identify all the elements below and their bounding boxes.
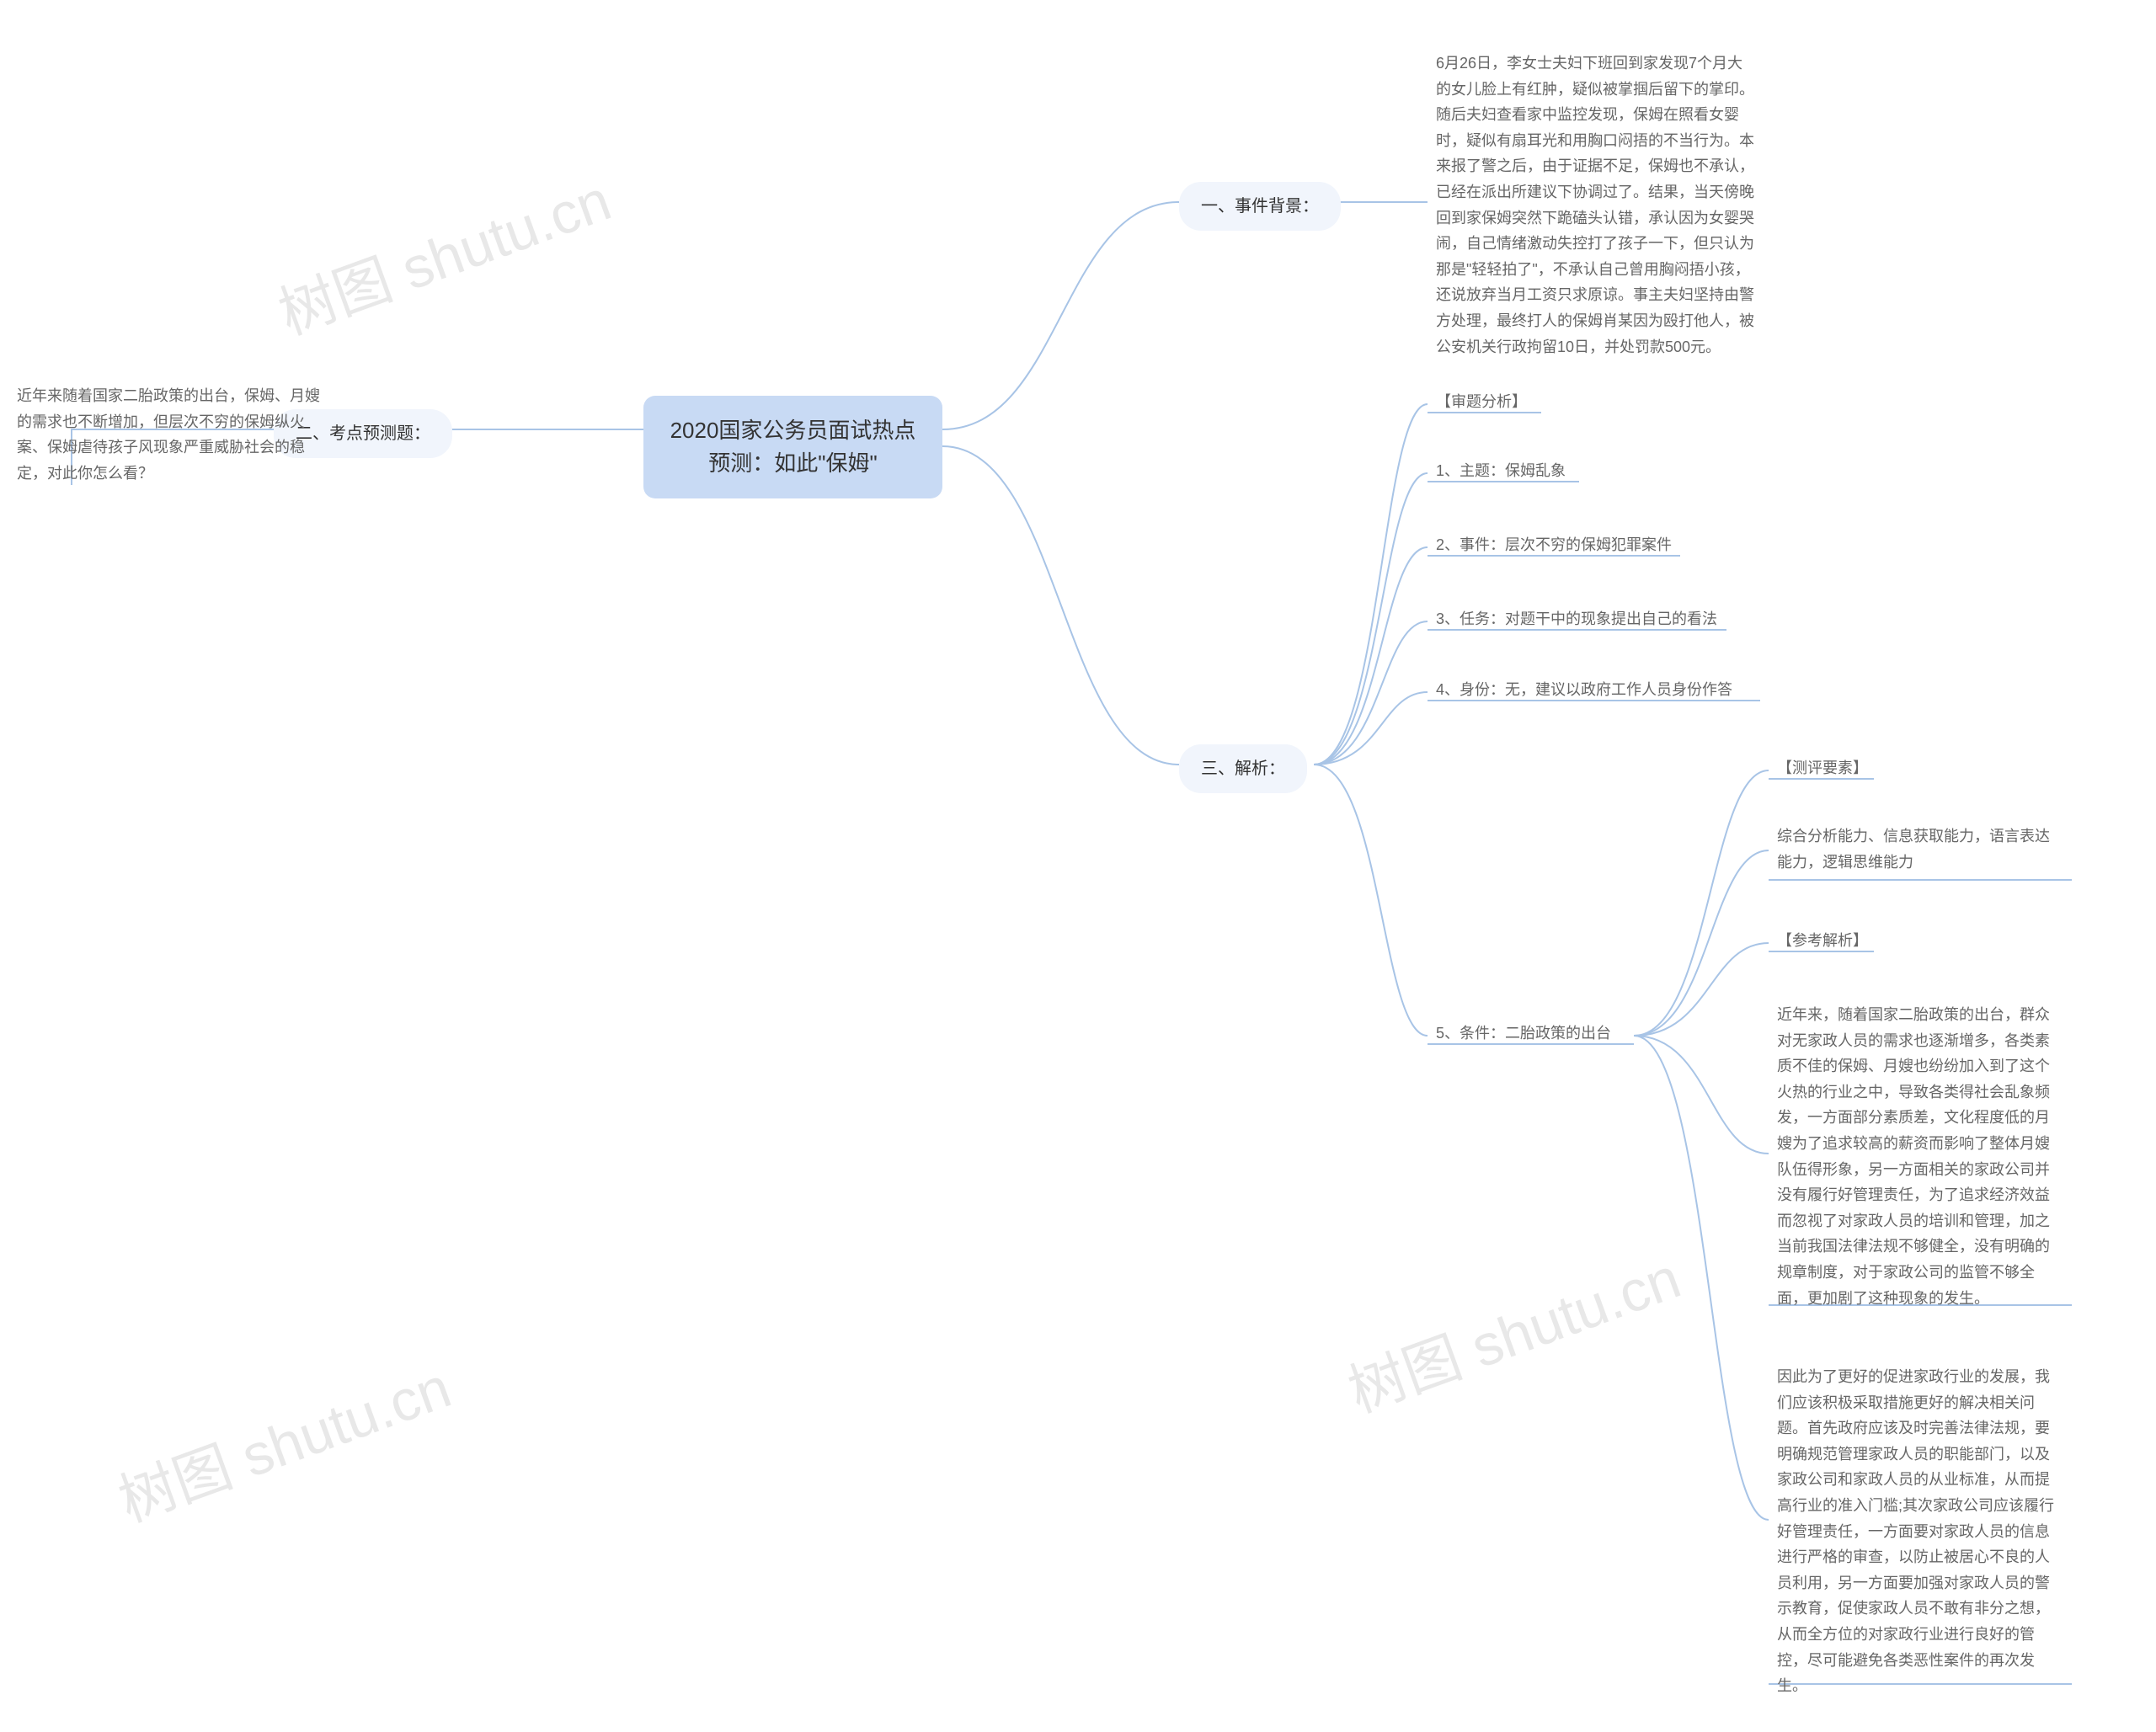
watermark: 树图 shutu.cn [1335, 1232, 1689, 1429]
center-node: 2020国家公务员面试热点 预测：如此"保姆" [643, 396, 942, 498]
branch3-sub3: 近年来，随着国家二胎政策的出台，群众对无家政人员的需求也逐渐增多，各类素质不佳的… [1777, 1002, 2063, 1311]
branch3-item1: 1、主题：保姆乱象 [1436, 458, 1566, 484]
branch3-item5: 5、条件：二胎政策的出台 [1436, 1021, 1611, 1047]
branch3-item0: 【审题分析】 [1436, 389, 1527, 415]
branch3-sub1: 综合分析能力、信息获取能力，语言表达能力，逻辑思维能力 [1777, 823, 2063, 875]
branch3-sub4: 因此为了更好的促进家政行业的发展，我们应该积极采取措施更好的解决相关问题。首先政… [1777, 1364, 2063, 1699]
watermark: 树图 shutu.cn [105, 1341, 460, 1538]
branch3-item3: 3、任务：对题干中的现象提出自己的看法 [1436, 606, 1717, 632]
branch3-label: 三、解析： [1179, 744, 1307, 793]
branch3-sub2: 【参考解析】 [1777, 928, 1868, 954]
branch2-text: 近年来随着国家二胎政策的出台，保姆、月嫂的需求也不断增加，但层次不穷的保姆纵火案… [17, 383, 328, 486]
branch3-item4: 4、身份：无，建议以政府工作人员身份作答 [1436, 677, 1732, 703]
branch1-label: 一、事件背景： [1179, 182, 1341, 231]
branch1-text: 6月26日，李女士夫妇下班回到家发现7个月大的女儿脸上有红肿，疑似被掌掴后留下的… [1436, 51, 1756, 360]
watermark: 树图 shutu.cn [265, 154, 620, 351]
center-line1: 2020国家公务员面试热点 [670, 418, 916, 443]
branch3-sub0: 【测评要素】 [1777, 755, 1868, 781]
branch3-item2: 2、事件：层次不穷的保姆犯罪案件 [1436, 532, 1672, 558]
center-line2: 预测：如此"保姆" [708, 450, 877, 476]
